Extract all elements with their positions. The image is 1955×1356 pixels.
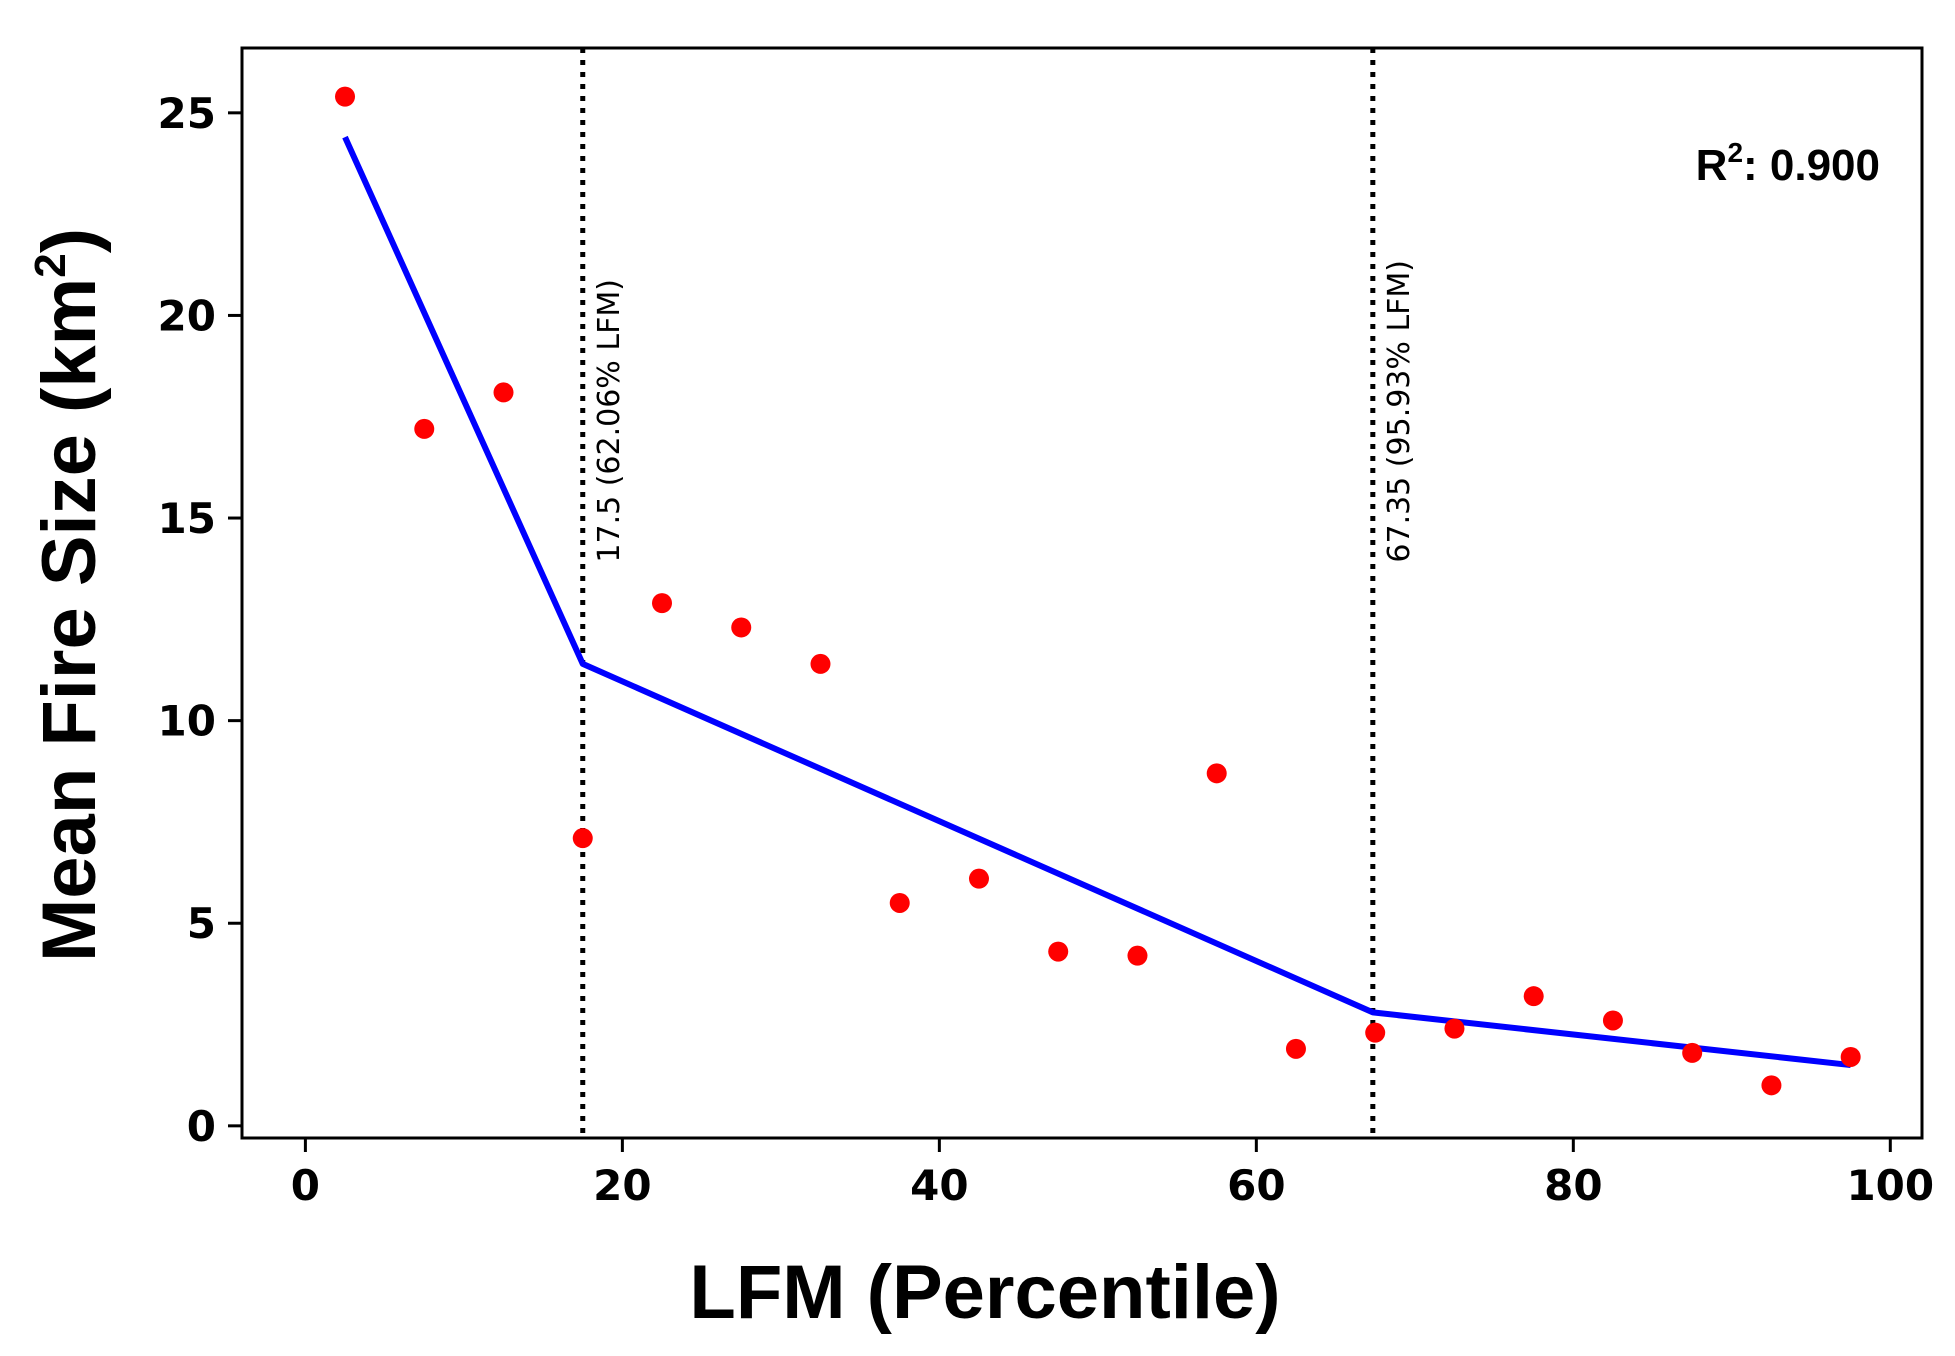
x-axis-ticks: 0 20 40 60 80 100	[291, 1138, 1934, 1210]
x-tick-label: 20	[593, 1161, 651, 1210]
data-point	[1840, 1046, 1861, 1067]
data-point	[1285, 1038, 1306, 1059]
data-point	[889, 892, 910, 913]
data-point	[1048, 941, 1069, 962]
data-point	[1444, 1018, 1465, 1039]
breakpoint-label: 67.35 (95.93% LFM)	[1382, 260, 1417, 563]
data-point	[493, 382, 514, 403]
x-tick-label: 0	[291, 1161, 320, 1210]
scatter-points	[335, 86, 1861, 1096]
breakpoint-label: 17.5 (62.06% LFM)	[592, 279, 627, 563]
y-tick-label: 5	[187, 899, 216, 948]
plot-frame	[240, 46, 1924, 1140]
y-tick-label: 20	[158, 291, 216, 340]
fit-line-group	[342, 135, 1852, 1069]
x-tick-label: 60	[1227, 1161, 1285, 1210]
r-squared-annotation: R2: 0.900	[1696, 137, 1880, 190]
x-tick-label: 40	[910, 1161, 968, 1210]
y-tick-label: 10	[158, 697, 216, 746]
x-tick-label: 80	[1544, 1161, 1602, 1210]
data-point	[1365, 1022, 1386, 1043]
data-point	[1523, 986, 1544, 1007]
fit-line	[342, 135, 1852, 1069]
data-point	[1602, 1010, 1623, 1031]
data-point	[652, 593, 672, 614]
data-point	[810, 653, 831, 674]
y-tick-label: 25	[158, 89, 216, 138]
data-point	[968, 868, 989, 889]
data-point	[335, 86, 356, 107]
data-point	[1127, 945, 1148, 966]
breakpoint-lines: 17.5 (62.06% LFM) 67.35 (95.93% LFM)	[580, 48, 1417, 1138]
data-point	[1761, 1075, 1782, 1096]
data-point	[414, 418, 435, 439]
x-tick-label: 100	[1846, 1161, 1934, 1210]
x-axis-title: LFM (Percentile)	[689, 1250, 1280, 1335]
data-point	[1206, 763, 1227, 784]
y-axis-ticks: 0 5 10 15 20 25	[158, 89, 242, 1151]
data-point	[731, 617, 752, 638]
y-tick-label: 0	[187, 1102, 216, 1151]
data-point	[572, 828, 593, 849]
data-point	[1682, 1042, 1703, 1063]
y-axis-title: Mean Fire Size (km2)	[26, 228, 112, 962]
y-tick-label: 15	[158, 494, 216, 543]
